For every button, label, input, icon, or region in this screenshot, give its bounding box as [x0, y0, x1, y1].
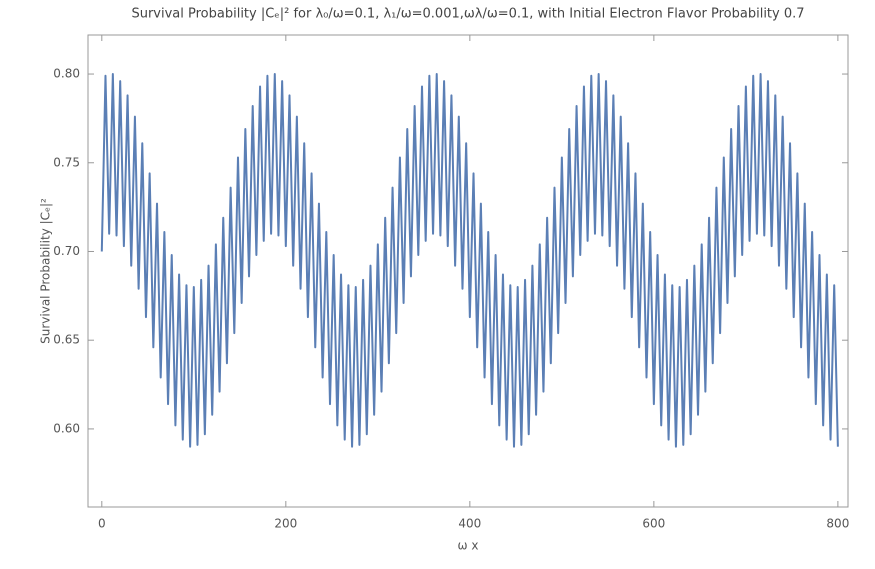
y-tick-label: 0.70	[53, 244, 80, 258]
y-tick-label: 0.60	[53, 421, 80, 435]
y-axis-label: Survival Probability |Cₑ|²	[39, 198, 53, 344]
y-tick-label: 0.75	[53, 155, 80, 169]
chart-title: Survival Probability |Cₑ|² for λ₀/ω=0.1,…	[131, 7, 804, 22]
x-axis-label: ω x	[458, 539, 479, 553]
y-tick-label: 0.65	[53, 333, 80, 347]
x-tick-label: 0	[98, 517, 106, 531]
line-series	[100, 73, 839, 448]
x-tick-label: 600	[642, 517, 665, 531]
x-tick-label: 800	[826, 517, 849, 531]
x-tick-label: 400	[458, 517, 481, 531]
y-tick-label: 0.80	[53, 67, 80, 81]
plot-frame	[87, 34, 849, 508]
x-tick-label: 200	[274, 517, 297, 531]
